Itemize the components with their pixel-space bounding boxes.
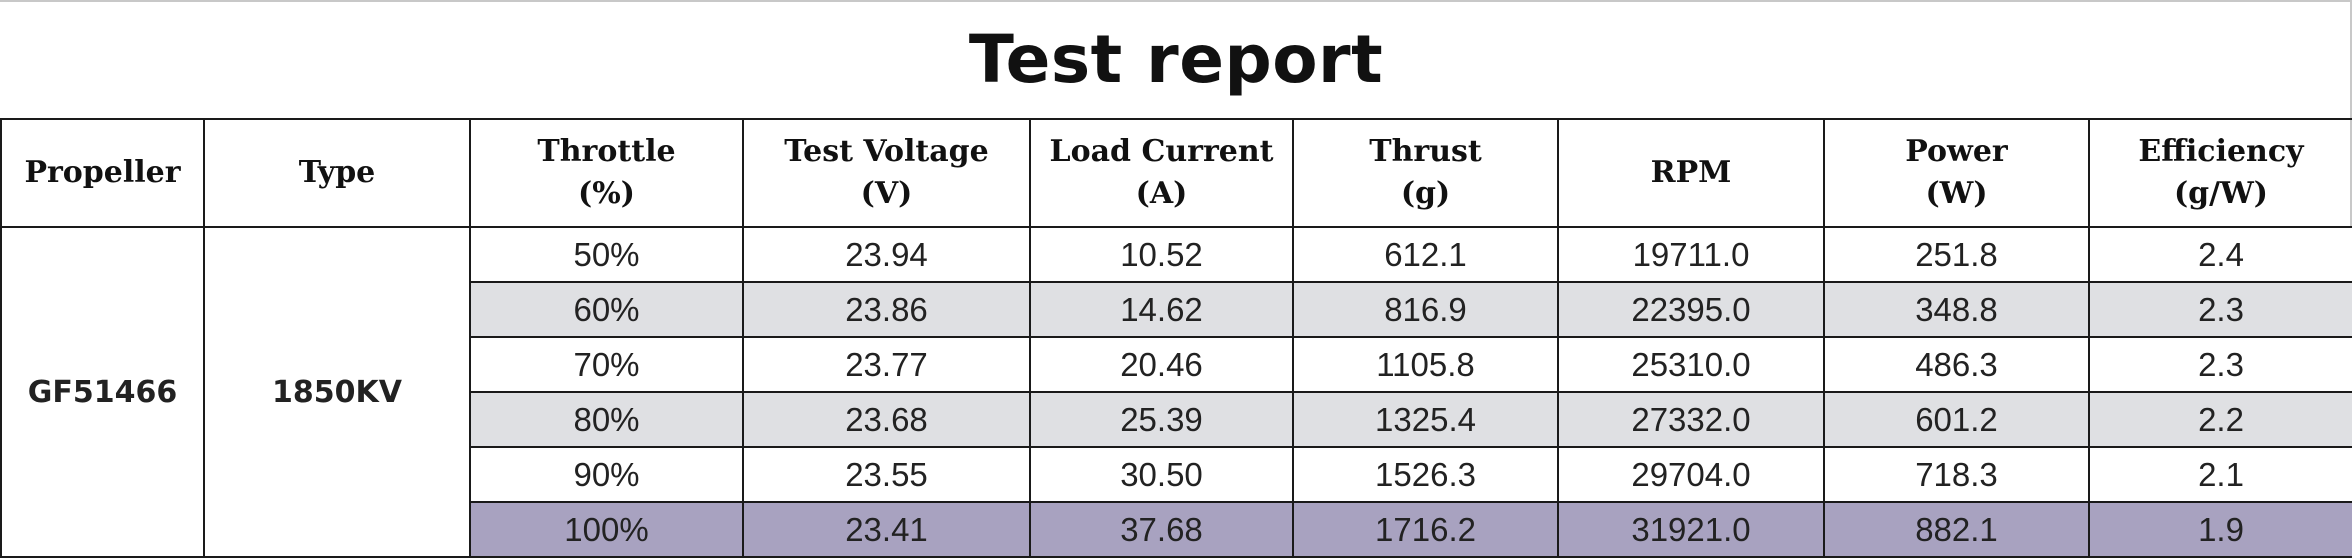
- header-thrust: Thrust (g): [1292, 118, 1559, 228]
- throttle-cell: 100%: [469, 501, 744, 558]
- voltage-cell: 23.86: [742, 281, 1031, 338]
- efficiency-cell: 2.1: [2088, 446, 2352, 503]
- power-cell: 882.1: [1823, 501, 2090, 558]
- thrust-cell: 816.9: [1292, 281, 1559, 338]
- power-cell: 601.2: [1823, 391, 2090, 448]
- efficiency-cell: 1.9: [2088, 501, 2352, 558]
- rpm-cell: 31921.0: [1557, 501, 1825, 558]
- table-row: 70% 23.77 20.46 1105.8 25310.0 486.3 2.3: [1, 336, 2352, 393]
- header-row: Propeller Type Throttle (%) Test Voltage(…: [0, 118, 2352, 228]
- power-cell: 251.8: [1823, 226, 2090, 283]
- current-cell: 20.46: [1029, 336, 1294, 393]
- rpm-cell: 27332.0: [1557, 391, 1825, 448]
- power-cell: 486.3: [1823, 336, 2090, 393]
- throttle-cell: 90%: [469, 446, 744, 503]
- propeller-cell: GF51466: [0, 226, 205, 558]
- rpm-cell: 22395.0: [1557, 281, 1825, 338]
- thrust-cell: 1526.3: [1292, 446, 1559, 503]
- throttle-cell: 70%: [469, 336, 744, 393]
- table-row: GF51466 1850KV 50% 23.94 10.52 612.1 197…: [0, 226, 2352, 558]
- type-cell: 1850KV: [203, 226, 471, 558]
- header-throttle: Throttle (%): [469, 118, 744, 228]
- table-row: 80% 23.68 25.39 1325.4 27332.0 601.2 2.2: [1, 391, 2352, 448]
- efficiency-cell: 2.4: [2088, 226, 2352, 283]
- efficiency-cell: 2.3: [2088, 281, 2352, 338]
- header-efficiency: Efficiency (g/W): [2088, 118, 2352, 228]
- voltage-cell: 23.68: [742, 391, 1031, 448]
- efficiency-cell: 2.2: [2088, 391, 2352, 448]
- table-row: 90% 23.55 30.50 1526.3 29704.0 718.3 2.1: [1, 446, 2352, 503]
- header-type: Type: [203, 118, 471, 228]
- header-test-voltage: Test Voltage (V): [742, 118, 1031, 228]
- header-power: Power (W): [1823, 118, 2090, 228]
- header-load-current: Load Current (A): [1029, 118, 1294, 228]
- efficiency-cell: 2.3: [2088, 336, 2352, 393]
- voltage-cell: 23.77: [742, 336, 1031, 393]
- thrust-cell: 1105.8: [1292, 336, 1559, 393]
- test-report-table: Propeller Type Throttle (%) Test Voltage(…: [0, 118, 2352, 558]
- report-title: Test report: [968, 20, 1384, 98]
- voltage-cell: 23.94: [742, 226, 1031, 283]
- current-cell: 37.68: [1029, 501, 1294, 558]
- throttle-cell: 60%: [469, 281, 744, 338]
- throttle-cell: 80%: [469, 391, 744, 448]
- thrust-cell: 1716.2: [1292, 501, 1559, 558]
- current-cell: 10.52: [1029, 226, 1294, 283]
- power-cell: 718.3: [1823, 446, 2090, 503]
- header-rpm: RPM: [1557, 118, 1825, 228]
- table-row: 60% 23.86 14.62 816.9 22395.0 348.8 2.3: [1, 281, 2352, 338]
- voltage-cell: 23.55: [742, 446, 1031, 503]
- voltage-cell: 23.41: [742, 501, 1031, 558]
- current-cell: 30.50: [1029, 446, 1294, 503]
- thrust-cell: 1325.4: [1292, 391, 1559, 448]
- rpm-cell: 25310.0: [1557, 336, 1825, 393]
- header-propeller: Propeller: [0, 118, 205, 228]
- power-cell: 348.8: [1823, 281, 2090, 338]
- current-cell: 25.39: [1029, 391, 1294, 448]
- current-cell: 14.62: [1029, 281, 1294, 338]
- rpm-cell: 29704.0: [1557, 446, 1825, 503]
- thrust-cell: 612.1: [1292, 226, 1559, 283]
- table-row: 100% 23.41 37.68 1716.2 31921.0 882.1 1.…: [1, 501, 2352, 558]
- rpm-cell: 19711.0: [1557, 226, 1825, 283]
- throttle-cell: 50%: [469, 226, 744, 283]
